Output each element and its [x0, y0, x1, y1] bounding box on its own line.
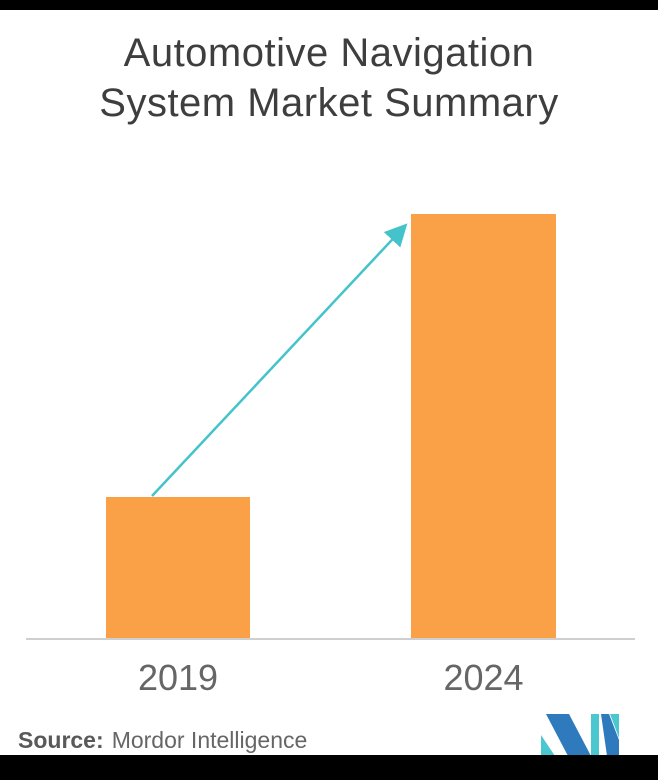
chart-title-line-2: System Market Summary	[99, 81, 559, 125]
logo-shape-middle-bar	[591, 714, 599, 756]
logo-shape-right-leg	[601, 714, 619, 756]
chart-title-line-1: Automotive Navigation	[123, 31, 535, 75]
bar-2019	[106, 497, 250, 640]
bottom-black-bar	[0, 755, 658, 780]
logo-shape-left-diagonal	[546, 714, 591, 756]
bar-2024	[411, 214, 556, 640]
x-tick-label-2019: 2019	[137, 657, 219, 698]
x-tick-label-2024: 2024	[443, 657, 524, 698]
logo-shape-bottom-left-triangle	[541, 735, 555, 756]
logo-shape-top-right-triangle	[610, 714, 619, 738]
source-line: Source: Mordor Intelligence	[18, 726, 307, 754]
source-text: Mordor Intelligence	[111, 727, 308, 753]
top-black-bar	[0, 0, 658, 10]
x-axis-line	[26, 638, 635, 640]
growth-arrow-line	[151, 223, 408, 497]
source-label: Source:	[18, 727, 104, 753]
chart-title: Automotive Navigation System Market Summ…	[0, 28, 658, 128]
mordor-intelligence-logo	[541, 714, 619, 756]
